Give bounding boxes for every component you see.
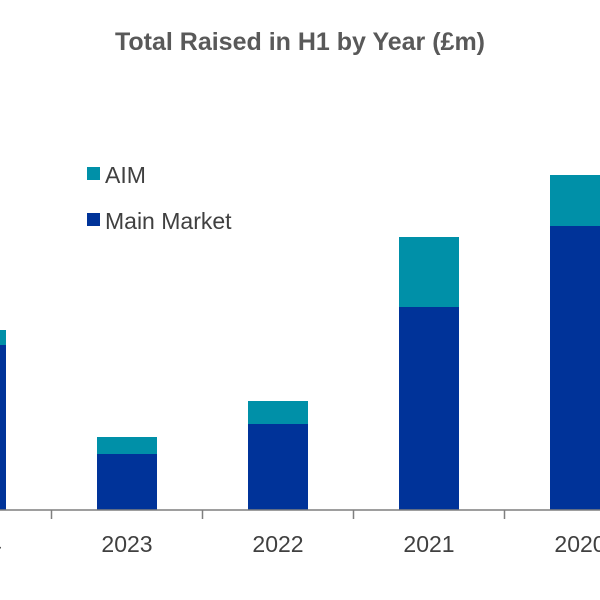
x-axis-labels: 2024 2023 2022 2021 2020 [0,531,600,557]
bar-main-market-2023 [97,454,157,510]
legend-label-main-market: Main Market [105,208,232,234]
legend: AIM Main Market [87,162,232,234]
x-tick-label-2024: 2024 [0,531,2,557]
chart-title: Total Raised in H1 by Year (£m) [115,28,485,56]
bar-main-market-2020 [550,226,600,510]
x-tick-label-2022: 2022 [252,531,303,557]
legend-swatch-main-market [87,213,100,226]
bar-main-market-2022 [248,424,308,510]
bar-aim-2020 [550,175,600,226]
bars [0,175,600,510]
bar-aim-2024 [0,330,6,345]
x-axis-ticks [50,510,506,519]
x-tick-label-2021: 2021 [403,531,454,557]
bar-aim-2023 [97,437,157,454]
legend-swatch-aim [87,167,100,180]
bar-aim-2021 [399,237,459,307]
x-tick-label-2020: 2020 [554,531,600,557]
bar-main-market-2021 [399,307,459,510]
legend-label-aim: AIM [105,162,146,188]
bar-main-market-2024 [0,345,6,510]
x-tick-label-2023: 2023 [101,531,152,557]
bar-aim-2022 [248,401,308,424]
